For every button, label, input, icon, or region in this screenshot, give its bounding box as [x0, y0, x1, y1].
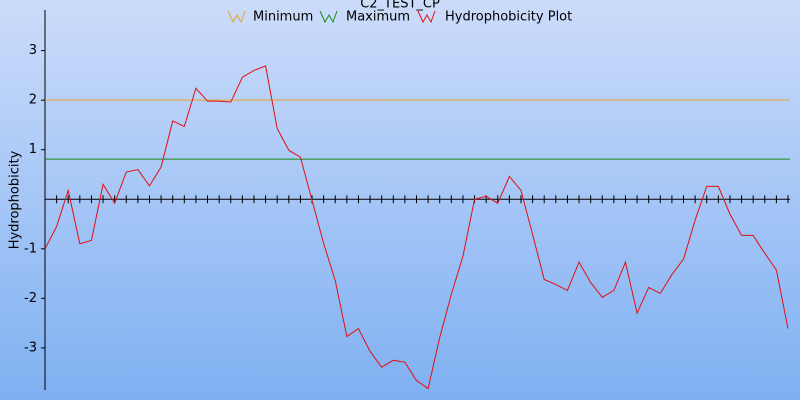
y-tick-label: 1 [29, 142, 37, 157]
legend-icon [417, 10, 436, 24]
legend-label: Hydrophobicity Plot [445, 10, 572, 25]
legend-label: Maximum [346, 10, 410, 25]
data-line [44, 65, 789, 390]
y-tick-label: -3 [24, 340, 37, 355]
y-tick-label: -2 [24, 291, 37, 306]
legend-icon [319, 10, 338, 24]
y-tick-label: 2 [29, 93, 37, 108]
legend-icon [227, 10, 246, 24]
y-tick-label: 3 [29, 43, 37, 58]
legend-label: Minimum [253, 10, 313, 25]
y-tick-label: -1 [24, 241, 37, 256]
chart-title: C2_TEST_CP [360, 0, 440, 12]
y-axis-label: Hydrophobicity [8, 150, 23, 249]
